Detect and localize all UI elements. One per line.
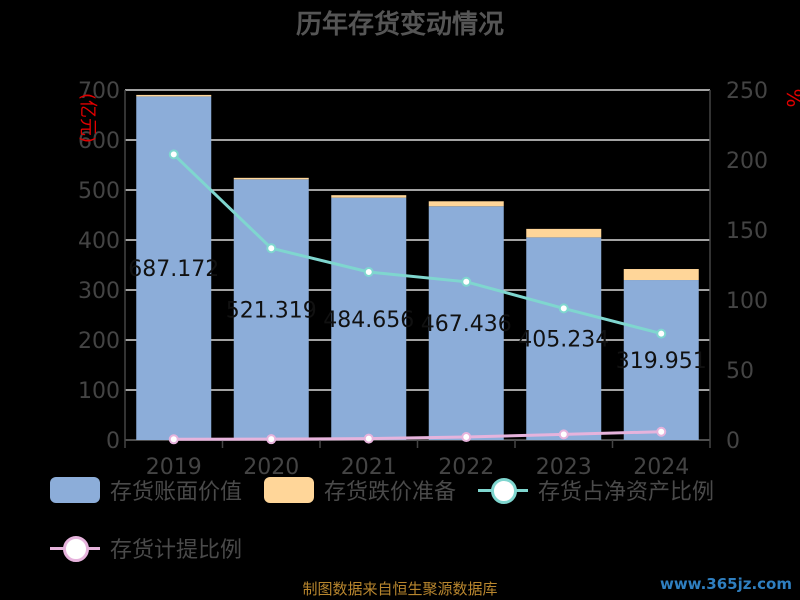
legend-swatch-provision-ratio (50, 535, 100, 562)
point-inventory-to-net-assets (363, 267, 374, 277)
source-note: 制图数据来自恒生聚源数据库 (302, 580, 498, 598)
y-left-tick-label: 500 (78, 179, 120, 204)
line-inventory-to-net-assets (172, 153, 662, 336)
x-tick-label: 2019 (146, 455, 202, 480)
bar-data-label: 484.656 (323, 308, 414, 333)
x-tick-label: 2022 (438, 455, 494, 480)
bar-data-label: 405.234 (518, 328, 609, 353)
y-right-axis-label: % (782, 88, 800, 107)
bar-inventory-book-value (331, 197, 407, 440)
bar-impairment-provision (623, 269, 699, 281)
y-left-tick-label: 300 (78, 279, 120, 304)
x-tick-label: 2021 (341, 455, 397, 480)
point-provision-ratio (266, 434, 277, 445)
bar-impairment-provision (428, 201, 504, 207)
y-right-tick-label: 150 (726, 219, 768, 244)
bar-inventory-book-value (526, 237, 602, 440)
bar-data-label: 319.951 (616, 349, 707, 374)
legend-swatch-inventory-to-net-assets (478, 477, 529, 504)
legend-label: 存货占净资产比例 (538, 480, 715, 505)
x-tick-label: 2023 (536, 455, 592, 480)
bar-data-label: 521.319 (226, 299, 317, 324)
point-provision-ratio (558, 429, 569, 440)
legend: 存货账面价值 存货跌价准备 存货占净资产比例 存货计提比例 (50, 470, 790, 586)
x-tick-label: 2020 (243, 455, 299, 480)
legend-item-impairment-provision[interactable]: 存货跌价准备 (264, 470, 456, 510)
y-left-tick-label: 400 (78, 229, 120, 254)
y-right-tick-label: 100 (726, 289, 768, 314)
point-provision-ratio (363, 433, 374, 444)
y-left-tick-label: 200 (78, 329, 120, 354)
point-inventory-to-net-assets (461, 276, 472, 287)
bar-impairment-provision (233, 177, 309, 180)
y-right-tick-label: 50 (726, 359, 754, 384)
point-inventory-to-net-assets (266, 243, 277, 254)
legend-item-inventory-to-net-assets[interactable]: 存货占净资产比例 (478, 470, 714, 510)
legend-label: 存货计提比例 (110, 538, 243, 563)
bar-impairment-provision (526, 228, 602, 238)
y-right-tick-label: 0 (726, 429, 740, 454)
point-inventory-to-net-assets (168, 149, 179, 160)
point-provision-ratio (656, 426, 667, 437)
legend-swatch-impairment-provision (264, 477, 315, 503)
point-provision-ratio (168, 434, 179, 445)
legend-item-provision-ratio[interactable]: 存货计提比例 (50, 528, 242, 568)
bar-inventory-book-value (428, 206, 504, 440)
y-left-tick-label: 600 (78, 129, 120, 154)
y-right-tick-label: 250 (726, 79, 768, 104)
watermark: www.365jz.com (659, 575, 792, 593)
y-left-axis-label: (亿元) (77, 93, 98, 143)
bar-data-label: 687.172 (128, 257, 219, 282)
legend-label: 存货跌价准备 (324, 480, 457, 505)
point-inventory-to-net-assets (558, 303, 569, 314)
y-left-tick-label: 100 (78, 379, 120, 404)
bar-impairment-provision (331, 195, 407, 198)
legend-item-inventory-book-value[interactable]: 存货账面价值 (50, 470, 242, 510)
legend-swatch-inventory-book-value (50, 477, 100, 503)
x-tick-label: 2024 (633, 455, 689, 480)
bar-data-label: 467.436 (421, 312, 512, 337)
line-provision-ratio (173, 430, 662, 441)
point-provision-ratio (461, 432, 472, 443)
y-left-tick-label: 0 (106, 429, 120, 454)
y-left-tick-label: 700 (78, 79, 120, 104)
y-right-tick-label: 200 (726, 149, 768, 174)
bar-impairment-provision (136, 94, 212, 97)
bar-inventory-book-value (623, 280, 699, 440)
legend-label: 存货账面价值 (110, 480, 243, 505)
chart-title: 历年存货变动情况 (296, 9, 504, 40)
point-inventory-to-net-assets (656, 328, 667, 339)
